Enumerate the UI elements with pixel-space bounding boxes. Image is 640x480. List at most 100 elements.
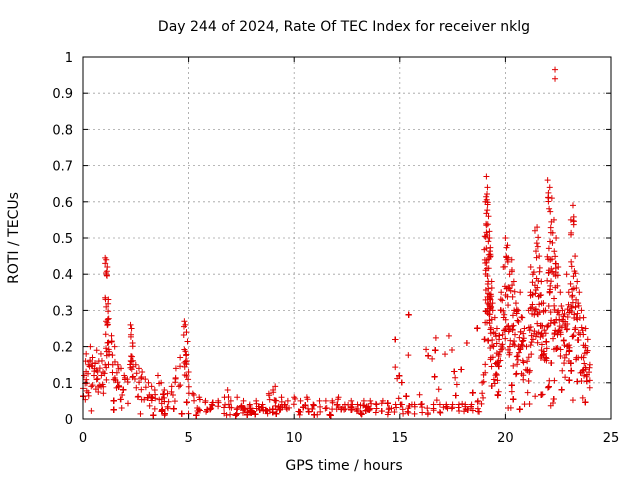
data-point bbox=[185, 376, 192, 383]
data-point bbox=[133, 384, 140, 391]
data-point bbox=[553, 316, 560, 323]
data-point bbox=[240, 397, 247, 404]
data-point bbox=[584, 347, 591, 354]
data-point bbox=[202, 399, 209, 406]
data-point bbox=[570, 332, 577, 339]
data-point bbox=[569, 202, 576, 209]
data-point bbox=[411, 410, 418, 417]
data-point bbox=[516, 346, 523, 353]
y-tick-label: 0.1 bbox=[52, 377, 73, 392]
data-point bbox=[452, 392, 459, 399]
data-point bbox=[483, 229, 490, 236]
data-point bbox=[290, 401, 297, 408]
data-point bbox=[258, 404, 265, 411]
data-point bbox=[104, 263, 111, 270]
data-point bbox=[154, 372, 161, 379]
data-point bbox=[396, 372, 403, 379]
data-point bbox=[509, 327, 516, 334]
data-point bbox=[81, 372, 88, 379]
data-point bbox=[424, 405, 431, 412]
data-point bbox=[208, 401, 215, 408]
data-point bbox=[459, 400, 466, 407]
data-point bbox=[586, 364, 593, 371]
data-point bbox=[541, 350, 548, 357]
data-point bbox=[233, 406, 240, 413]
data-point bbox=[273, 410, 280, 417]
data-point bbox=[405, 311, 412, 318]
data-point bbox=[523, 343, 530, 350]
data-point bbox=[158, 379, 165, 386]
data-point bbox=[548, 256, 555, 263]
data-point bbox=[429, 355, 436, 362]
data-point bbox=[227, 397, 234, 404]
data-point bbox=[96, 382, 103, 389]
data-point bbox=[565, 289, 572, 296]
data-point bbox=[341, 406, 348, 413]
data-point bbox=[580, 331, 587, 338]
data-point bbox=[364, 406, 371, 413]
data-point bbox=[502, 316, 509, 323]
data-point bbox=[95, 388, 102, 395]
data-point bbox=[134, 394, 141, 401]
data-point bbox=[580, 314, 587, 321]
data-point bbox=[551, 319, 558, 326]
data-point bbox=[108, 332, 115, 339]
data-point bbox=[584, 336, 591, 343]
data-point bbox=[183, 372, 190, 379]
data-point bbox=[403, 393, 410, 400]
data-point bbox=[183, 399, 190, 406]
data-point bbox=[532, 248, 539, 255]
data-point bbox=[527, 342, 534, 349]
data-point bbox=[177, 363, 184, 370]
data-point bbox=[486, 296, 493, 303]
data-point bbox=[461, 408, 468, 415]
data-point bbox=[392, 336, 399, 343]
data-point bbox=[404, 408, 411, 415]
data-point bbox=[224, 387, 231, 394]
data-point bbox=[493, 325, 500, 332]
data-point bbox=[329, 399, 336, 406]
data-point bbox=[532, 290, 539, 297]
data-point bbox=[492, 333, 499, 340]
data-point bbox=[161, 410, 168, 417]
data-point bbox=[578, 324, 585, 331]
data-point bbox=[495, 388, 502, 395]
data-point bbox=[550, 346, 557, 353]
data-point bbox=[567, 307, 574, 314]
data-point bbox=[141, 396, 148, 403]
data-point bbox=[578, 377, 585, 384]
data-point bbox=[509, 282, 516, 289]
data-point bbox=[499, 297, 506, 304]
data-point bbox=[534, 243, 541, 250]
data-point bbox=[509, 312, 516, 319]
data-point bbox=[557, 289, 564, 296]
data-point bbox=[260, 407, 267, 414]
data-point bbox=[552, 284, 559, 291]
data-point bbox=[208, 405, 215, 412]
data-point bbox=[579, 367, 586, 374]
data-point bbox=[505, 405, 512, 412]
data-point bbox=[266, 396, 273, 403]
data-point bbox=[486, 228, 493, 235]
data-point bbox=[531, 227, 538, 234]
data-point bbox=[400, 410, 407, 417]
data-point bbox=[493, 340, 500, 347]
data-point bbox=[538, 291, 545, 298]
data-point bbox=[561, 360, 568, 367]
data-point bbox=[124, 379, 131, 386]
data-point bbox=[528, 351, 535, 358]
data-point bbox=[550, 216, 557, 223]
data-point bbox=[495, 358, 502, 365]
data-point bbox=[101, 370, 108, 377]
data-point bbox=[100, 383, 107, 390]
data-point bbox=[562, 322, 569, 329]
data-point bbox=[528, 339, 535, 346]
data-point bbox=[180, 332, 187, 339]
data-point bbox=[560, 337, 567, 344]
y-tick-label: 0.5 bbox=[52, 232, 73, 247]
data-point bbox=[117, 396, 124, 403]
data-point bbox=[510, 396, 517, 403]
data-point bbox=[520, 330, 527, 337]
data-point bbox=[171, 398, 178, 405]
data-point bbox=[423, 346, 430, 353]
